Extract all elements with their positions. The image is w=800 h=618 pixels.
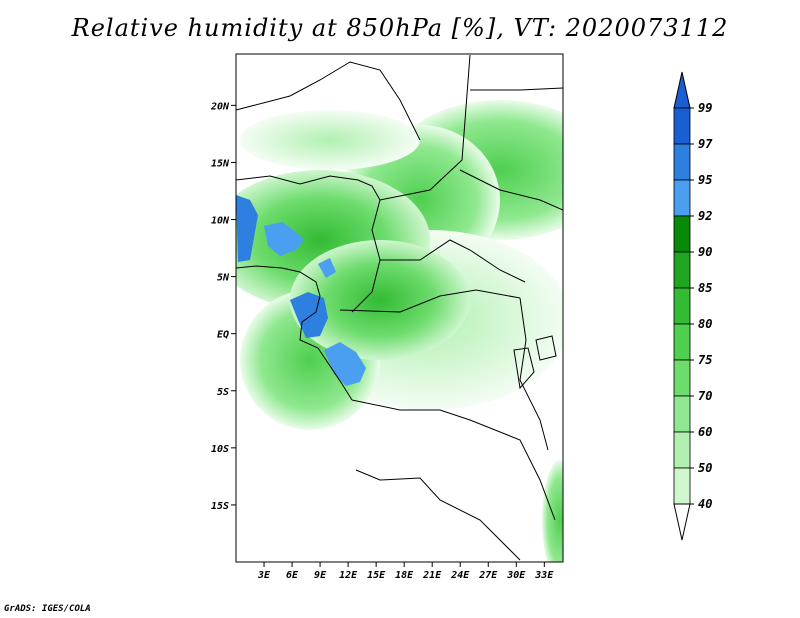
x-tick-label: 27E [478, 570, 498, 581]
border-drc-angola [351, 399, 556, 521]
x-tick-label: 30E [506, 570, 526, 581]
x-tick-label: 33E [534, 570, 554, 581]
colorbar: 99 97 95 92 90 85 80 75 70 60 50 40 [673, 71, 713, 541]
colorbar-segment [673, 179, 691, 217]
border-sudan [459, 169, 563, 211]
border-chad-libya [379, 54, 471, 201]
y-tick-label: 15S [211, 501, 229, 512]
x-tick-label: 18E [395, 570, 414, 581]
border-egypt-sudan [470, 87, 563, 91]
x-tick-label: 24E [450, 570, 470, 581]
border-north [236, 61, 421, 141]
colorbar-segment [673, 287, 691, 325]
x-tick-label: 21E [422, 570, 442, 581]
rh-patch-guinea [236, 195, 258, 262]
humidity-field-malawi [542, 460, 563, 562]
colorbar-label: 40 [698, 497, 712, 511]
colorbar-label: 70 [698, 389, 712, 403]
y-tick-label: 15N [211, 158, 230, 169]
border-car [380, 239, 526, 283]
border-sahel [236, 175, 381, 201]
colorbar-top-arrow [673, 71, 691, 109]
colorbar-label: 95 [698, 173, 712, 187]
colorbar-label: 99 [698, 101, 712, 115]
x-tick-label: 9E [314, 570, 327, 581]
colorbar-segment [673, 323, 691, 361]
y-tick-label: 5N [217, 273, 230, 284]
y-axis-ticks: 20N 15N 10N 5N EQ 5S 10S 15S [210, 101, 236, 512]
colorbar-label: 92 [698, 209, 712, 223]
y-tick-label: 10S [211, 444, 229, 455]
colorbar-segment [673, 215, 691, 253]
colorbar-segment [673, 467, 691, 505]
x-tick-label: 15E [367, 570, 386, 581]
y-tick-label: 10N [211, 216, 230, 227]
lake-turkana [535, 335, 557, 361]
colorbar-label: 97 [698, 137, 713, 151]
borders [236, 54, 563, 561]
humidity-field [236, 54, 563, 562]
credit-label: GrADS: IGES/COLA [4, 604, 91, 614]
map-title: Relative humidity at 850hPa [%], VT: 202… [71, 14, 729, 42]
coastline-gulf-of-guinea [236, 265, 353, 401]
lake-victoria [513, 347, 535, 390]
colorbar-segment [673, 359, 691, 397]
colorbar-segment [673, 107, 691, 145]
colorbar-label: 90 [698, 245, 712, 259]
y-tick-label: 5S [217, 387, 229, 398]
x-tick-label: 6E [286, 570, 299, 581]
colorbar-segment [673, 395, 691, 433]
humidity-field-sahel [240, 110, 420, 170]
x-tick-label: 3E [257, 570, 271, 581]
colorbar-label: 85 [698, 281, 712, 295]
colorbar-segment [673, 251, 691, 289]
colorbar-label: 80 [698, 317, 712, 331]
colorbar-label: 75 [698, 353, 712, 367]
rh-patch-niger-delta [318, 258, 336, 278]
border-congo-car [339, 289, 521, 313]
border-east-africa [519, 297, 549, 451]
y-tick-label: EQ [217, 330, 229, 341]
colorbar-segment [673, 143, 691, 181]
colorbar-bottom-arrow [673, 503, 691, 541]
colorbar-segment [673, 431, 691, 469]
y-tick-label: 20N [210, 101, 230, 112]
colorbar-label: 50 [698, 461, 712, 475]
x-tick-label: 12E [339, 570, 358, 581]
rh-patch-nigeria [264, 222, 304, 256]
x-axis-ticks: 3E 6E 9E 12E 15E 18E 21E 24E 27E 30E 33E [257, 562, 554, 581]
map-frame [235, 53, 564, 563]
colorbar-label: 60 [698, 425, 712, 439]
rh-patch-congo [324, 342, 366, 386]
border-angola-zambia [355, 469, 521, 561]
